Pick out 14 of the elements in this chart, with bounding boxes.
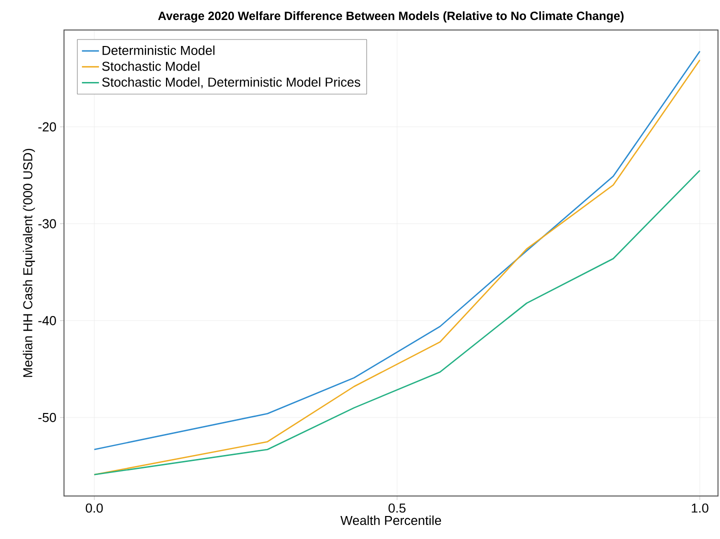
chart-title: Average 2020 Welfare Difference Between Models (Relative to No Climate Change) [158,11,624,22]
y-tick-label: -30 [38,219,56,228]
line-series [94,170,700,476]
legend-label: Deterministic Model [102,45,214,56]
y-tick-label: -20 [38,122,56,132]
y-axis-title: Median HH Cash Equivalent ('000 USD) [22,148,35,377]
x-tick-label: 1.0 [692,504,708,513]
x-axis-title: Wealth Percentile [340,516,442,526]
x-tick-label: 0.5 [388,504,406,513]
x-tick-label: 0.0 [86,504,103,513]
y-tick-label: -40 [38,316,56,326]
legend-label: Stochastic Model, Deterministic Model Prices [102,77,360,88]
y-tick-label: -50 [38,412,56,422]
legend-label: Stochastic Model [102,61,200,71]
